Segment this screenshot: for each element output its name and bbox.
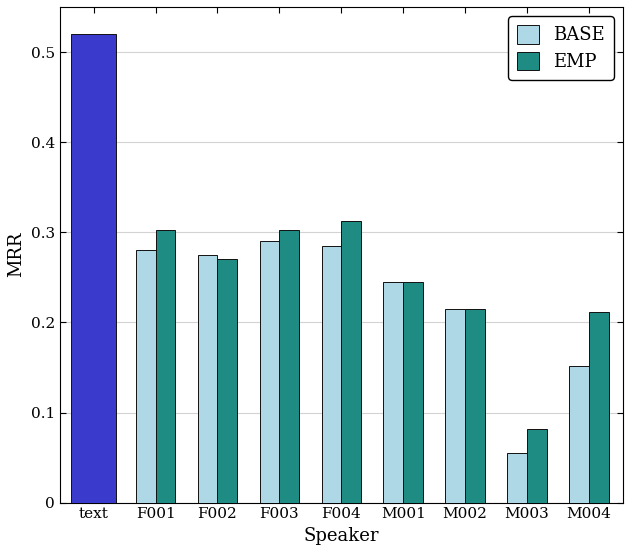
Bar (507, 453, 527, 503)
Bar (384, 282, 403, 503)
Bar (198, 255, 217, 503)
X-axis label: Speaker: Speaker (304, 527, 379, 545)
Legend: BASE, EMP: BASE, EMP (508, 16, 614, 80)
Bar (465, 309, 485, 503)
Bar (217, 259, 238, 503)
Bar (445, 309, 465, 503)
Bar (136, 250, 156, 503)
Bar (156, 230, 175, 503)
Bar (321, 246, 341, 503)
Bar (280, 230, 299, 503)
Bar (527, 429, 547, 503)
Bar (403, 282, 423, 503)
Y-axis label: MRR: MRR (7, 232, 25, 278)
Bar (260, 241, 280, 503)
Bar (569, 365, 589, 503)
Bar (71, 34, 116, 503)
Bar (341, 221, 361, 503)
Bar (589, 311, 609, 503)
